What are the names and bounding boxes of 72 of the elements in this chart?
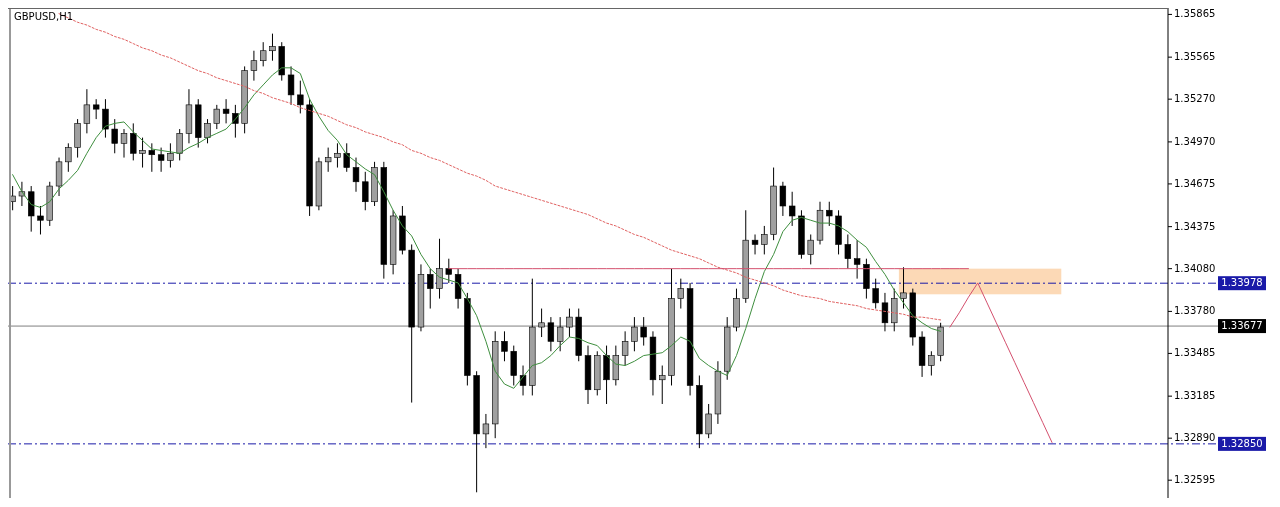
candlestick [872, 278, 879, 310]
candlestick [427, 268, 434, 310]
y-tick-label: 1.33780 [1174, 305, 1216, 317]
candlestick [547, 316, 555, 352]
candlestick [900, 266, 907, 310]
candlestick [445, 258, 452, 284]
candlestick [928, 350, 935, 376]
candlestick [176, 128, 183, 161]
candlestick [148, 142, 156, 173]
candlestick [120, 128, 128, 159]
candlestick [250, 50, 258, 82]
candlestick [352, 157, 360, 193]
candlestick [343, 142, 350, 173]
candlestick [287, 65, 295, 106]
candlestick [807, 233, 814, 265]
candlestick [65, 142, 72, 173]
candlestick [761, 225, 768, 255]
ref-line-label: 1.33978 [1221, 277, 1263, 289]
y-tick-label: 1.32890 [1174, 432, 1216, 444]
y-tick-label: 1.34970 [1174, 135, 1216, 147]
candlestick [556, 316, 564, 352]
candlestick [519, 365, 527, 396]
candlestick [566, 308, 573, 338]
candlestick [83, 88, 91, 134]
y-tick-label: 1.34080 [1174, 262, 1216, 274]
y-tick-label: 1.35270 [1174, 93, 1216, 105]
y-tick-label: 1.32595 [1174, 474, 1216, 486]
candlestick [538, 308, 545, 338]
candlestick [204, 118, 211, 144]
candlestick [788, 191, 796, 227]
y-tick-label: 1.33485 [1174, 347, 1216, 359]
candlestick [705, 403, 712, 439]
candlestick [482, 413, 490, 449]
candlestick [297, 80, 304, 114]
candlestick [167, 142, 174, 169]
candlestick [92, 98, 100, 120]
candlestick [334, 142, 341, 169]
candlestick [677, 278, 684, 310]
candlestick [324, 147, 332, 173]
ref-line-label: 1.33677 [1221, 320, 1263, 332]
candlestick [501, 330, 508, 362]
candlestick [826, 201, 833, 227]
candlestick [269, 33, 276, 62]
candlestick [111, 118, 118, 154]
candlestick [779, 181, 787, 217]
candlestick [853, 239, 861, 280]
candlestick [102, 98, 109, 139]
candlestick [640, 316, 647, 347]
line-series [949, 282, 1053, 443]
y-tick-label: 1.34375 [1174, 220, 1216, 232]
candlestick [751, 233, 759, 255]
y-tick-label: 1.33185 [1174, 390, 1216, 402]
candlestick [37, 205, 44, 235]
candlestick [213, 104, 220, 130]
candlestick [881, 292, 889, 332]
candlestick [362, 171, 369, 211]
candlestick [260, 41, 267, 67]
y-tick-label: 1.34675 [1174, 177, 1216, 189]
candlestick [631, 316, 638, 352]
candlestick [157, 147, 165, 173]
line-series [12, 67, 942, 389]
candlestick [621, 330, 629, 367]
candlestick [222, 98, 230, 124]
candlestick [130, 122, 137, 161]
chart-title: GBPUSD,H1 [14, 11, 74, 22]
y-tick-label: 1.35865 [1174, 8, 1216, 20]
candlestick [436, 238, 443, 300]
candlestick [659, 365, 666, 405]
y-tick-label: 1.35565 [1174, 51, 1216, 63]
candlestick [139, 137, 146, 169]
ref-line-label: 1.32850 [1221, 437, 1263, 449]
candlestick [844, 233, 852, 270]
